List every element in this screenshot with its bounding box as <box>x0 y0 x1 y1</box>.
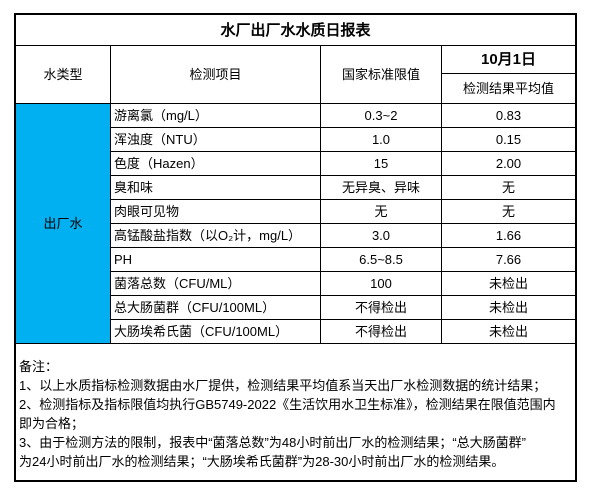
result-cell: 无 <box>442 176 575 200</box>
note-line: 为24小时前出厂水的检测结果；“大肠埃希氏菌群”为28-30小时前出厂水的检测结… <box>19 454 505 469</box>
standard-cell: 15 <box>321 152 442 176</box>
result-cell: 0.15 <box>442 128 575 152</box>
note-line: 2、检测指标及指标限值均执行GB5749-2022《生活饮用水卫生标准》，检测结… <box>19 397 556 412</box>
note-line: 即为合格； <box>19 416 85 431</box>
header-test-item: 检测项目 <box>111 46 321 104</box>
standard-cell: 1.0 <box>321 128 442 152</box>
result-cell: 0.83 <box>442 104 575 128</box>
header-water-type: 水类型 <box>16 46 111 104</box>
item-cell: 色度（Hazen） <box>111 152 321 176</box>
item-cell: 大肠埃希氏菌（CFU/100ML） <box>111 320 321 344</box>
note-line: 备注： <box>19 359 59 374</box>
item-cell: PH <box>111 248 321 272</box>
standard-cell: 6.5~8.5 <box>321 248 442 272</box>
header-national-standard: 国家标准限值 <box>321 46 442 104</box>
header-result-average: 检测结果平均值 <box>442 74 575 104</box>
standard-cell: 不得检出 <box>321 320 442 344</box>
water-quality-report-table: 水厂出厂水水质日报表 水类型 检测项目 国家标准限值 10月1日 检测结果平均值… <box>14 13 577 482</box>
standard-cell: 不得检出 <box>321 296 442 320</box>
standard-cell: 100 <box>321 272 442 296</box>
item-cell: 总大肠菌群（CFU/100ML） <box>111 296 321 320</box>
item-cell: 浑浊度（NTU） <box>111 128 321 152</box>
result-cell: 未检出 <box>442 296 575 320</box>
standard-cell: 无异臭、异味 <box>321 176 442 200</box>
item-cell: 肉眼可见物 <box>111 200 321 224</box>
item-cell: 游离氯（mg/L） <box>111 104 321 128</box>
item-cell: 高锰酸盐指数（以O₂计，mg/L） <box>111 224 321 248</box>
note-line: 1、以上水质指标检测数据由水厂提供，检测结果平均值系当天出厂水检测数据的统计结果… <box>19 378 547 393</box>
result-cell: 2.00 <box>442 152 575 176</box>
result-cell: 1.66 <box>442 224 575 248</box>
note-line: 3、由于检测方法的限制，报表中“菌落总数”为48小时前出厂水的检测结果；“总大肠… <box>19 435 527 450</box>
result-cell: 7.66 <box>442 248 575 272</box>
standard-cell: 无 <box>321 200 442 224</box>
standard-cell: 3.0 <box>321 224 442 248</box>
report-title: 水厂出厂水水质日报表 <box>16 15 575 46</box>
result-cell: 未检出 <box>442 320 575 344</box>
water-type-merged-cell: 出厂水 <box>16 104 111 344</box>
notes-section: 备注： 1、以上水质指标检测数据由水厂提供，检测结果平均值系当天出厂水检测数据的… <box>16 344 575 480</box>
item-cell: 菌落总数（CFU/ML） <box>111 272 321 296</box>
result-cell: 未检出 <box>442 272 575 296</box>
item-cell: 臭和味 <box>111 176 321 200</box>
result-cell: 无 <box>442 200 575 224</box>
header-date: 10月1日 <box>442 46 575 74</box>
standard-cell: 0.3~2 <box>321 104 442 128</box>
